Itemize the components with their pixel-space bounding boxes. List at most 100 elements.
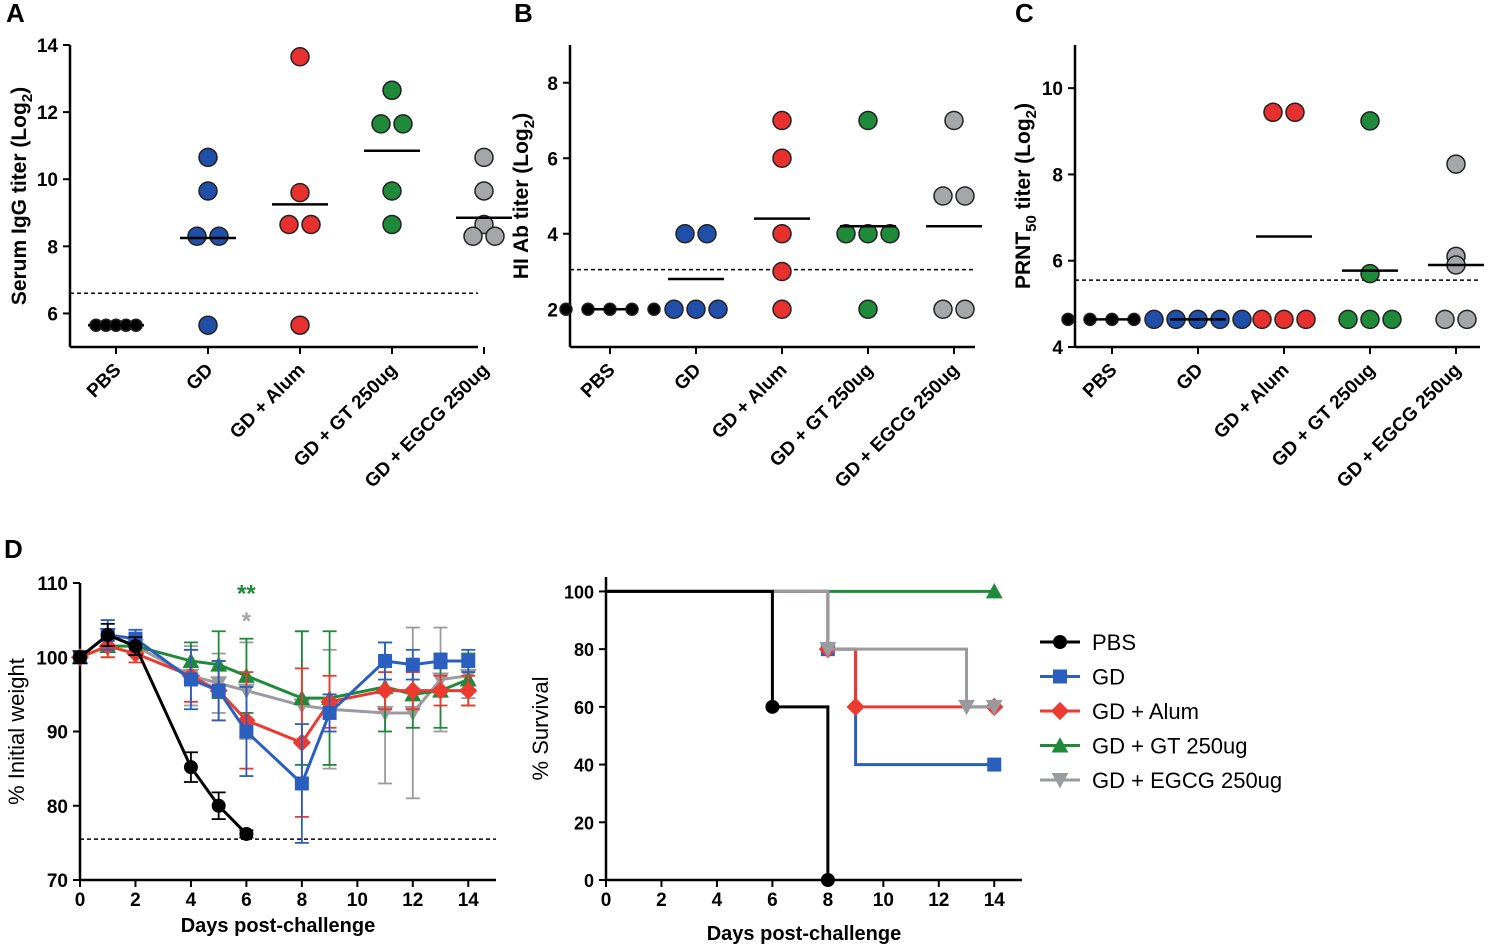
y-tick-label: 0 xyxy=(584,871,594,891)
data-point xyxy=(647,302,661,316)
marker-square xyxy=(322,705,337,720)
category-label: GD xyxy=(183,360,218,395)
legend-label: GD xyxy=(1092,665,1125,690)
data-point xyxy=(382,214,402,235)
marker-square xyxy=(433,653,448,668)
data-point xyxy=(290,315,310,335)
marker-circle xyxy=(765,699,780,714)
data-point xyxy=(198,315,218,335)
marker-triangle-down xyxy=(985,699,1003,716)
marker-square xyxy=(987,757,1002,772)
panel-label-b: B xyxy=(514,0,533,28)
category-label: PBS xyxy=(83,360,125,402)
legend-item: GD xyxy=(1040,665,1125,690)
x-tick-label: 8 xyxy=(823,890,834,911)
data-point xyxy=(1274,309,1294,330)
legend-item: GD + Alum xyxy=(1040,699,1199,724)
y-tick-label: 60 xyxy=(574,698,594,718)
y-axis-label-part: ) xyxy=(8,87,31,94)
data-point xyxy=(944,110,964,131)
category-label: GD xyxy=(671,360,706,395)
data-point xyxy=(858,299,878,319)
marker-triangle-up xyxy=(1051,737,1069,753)
data-point xyxy=(686,299,706,319)
x-tick-label: 0 xyxy=(601,890,612,911)
data-point xyxy=(485,226,505,247)
x-tick-label: 2 xyxy=(130,890,141,911)
y-tick-label: 10 xyxy=(37,170,58,191)
x-axis-label: Days post-challenge xyxy=(181,915,376,937)
category-label: GD xyxy=(1173,360,1208,395)
y-axis-label: Serum IgG titer (Log2) xyxy=(8,87,36,305)
y-tick-label: 110 xyxy=(37,574,68,595)
legend-item: GD + GT 250ug xyxy=(1040,734,1248,759)
legend-label: GD + EGCG 250ug xyxy=(1092,768,1282,793)
y-tick-label: 40 xyxy=(574,756,594,776)
y-tick-label: 2 xyxy=(547,300,558,321)
data-point xyxy=(708,299,728,319)
y-tick-label: 4 xyxy=(1052,338,1063,359)
survival-gd xyxy=(606,589,1002,772)
legend-item: PBS xyxy=(1040,630,1136,655)
x-tick-label: 12 xyxy=(402,890,423,911)
marker-triangle-down xyxy=(1051,773,1069,789)
series-pbs xyxy=(73,622,254,841)
marker-square xyxy=(211,683,226,698)
data-point xyxy=(955,186,975,206)
y-axis-label: % Initial weight xyxy=(4,658,29,805)
marker-triangle-down xyxy=(958,699,975,716)
marker-circle xyxy=(239,826,254,841)
data-point xyxy=(290,46,310,67)
x-tick-label: 2 xyxy=(656,890,667,911)
data-point xyxy=(1382,309,1402,330)
survival-pbs xyxy=(606,589,835,887)
data-point xyxy=(1263,102,1283,123)
data-point xyxy=(858,110,878,131)
y-tick-label: 4 xyxy=(547,225,558,246)
y-tick-label: 6 xyxy=(47,304,58,325)
y-axis-label-subscript: 50 xyxy=(1023,215,1040,232)
data-point xyxy=(1144,309,1164,330)
marker-triangle-down xyxy=(819,642,837,658)
y-axis-label: PRNT50 titer (Log2) xyxy=(1012,103,1040,289)
y-tick-label: 14 xyxy=(37,36,59,57)
panel-survival-chart: 0 20 40 60 80 100 0 2 4 6 8 10 12 14 Days post-challen… xyxy=(528,577,1282,945)
data-point xyxy=(675,224,695,244)
category-label: GD + Alum xyxy=(226,360,309,443)
y-axis-label-part: ) xyxy=(1012,103,1035,110)
data-point xyxy=(382,80,402,101)
y-tick-label: 6 xyxy=(547,149,558,170)
y-axis-label-part: HI Ab titer (Log xyxy=(510,128,533,279)
data-point xyxy=(279,214,299,235)
data-point xyxy=(772,299,792,319)
legend-label: GD + Alum xyxy=(1092,699,1199,724)
data-point xyxy=(933,299,953,319)
data-point xyxy=(559,302,573,316)
data-point xyxy=(772,261,792,282)
data-point xyxy=(772,148,792,168)
y-axis-label-part: ) xyxy=(510,113,533,120)
data-point xyxy=(474,181,494,201)
x-tick-label: 6 xyxy=(241,890,252,911)
marker-square xyxy=(1053,669,1067,684)
marker-square xyxy=(239,724,254,739)
y-tick-label: 80 xyxy=(574,640,594,660)
y-tick-label: 10 xyxy=(1042,79,1063,100)
y-tick-label: 80 xyxy=(47,797,68,818)
survival-step-line xyxy=(606,589,995,767)
data-point xyxy=(836,224,856,244)
y-tick-label: 70 xyxy=(47,871,68,892)
marker-circle xyxy=(211,798,226,813)
data-point xyxy=(393,114,413,134)
category-label: PBS xyxy=(577,360,619,402)
x-tick-label: 10 xyxy=(873,890,894,911)
marker-square xyxy=(183,672,198,687)
data-point xyxy=(1285,102,1305,123)
data-point xyxy=(772,110,792,131)
x-tick-label: 10 xyxy=(347,890,368,911)
marker-square xyxy=(294,776,309,791)
y-axis-label-part: PRNT xyxy=(1012,232,1035,289)
